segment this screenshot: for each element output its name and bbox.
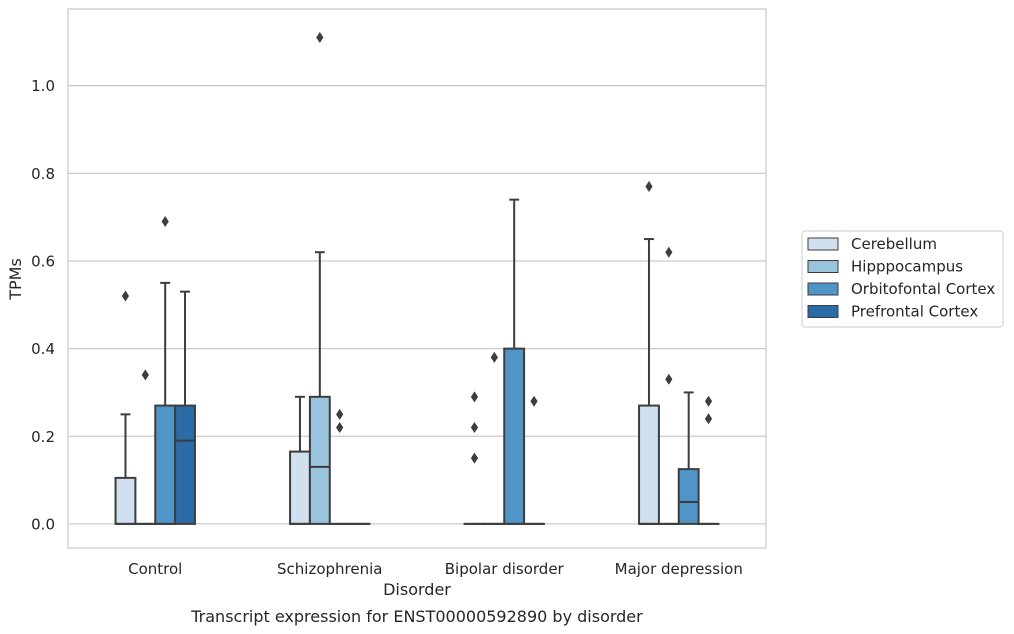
legend-label: Prefrontal Cortex xyxy=(851,303,978,321)
box-body xyxy=(154,404,177,525)
outlier-point xyxy=(316,31,324,43)
box-orbitofontal-cortex xyxy=(328,408,351,525)
outlier-point xyxy=(665,373,673,385)
x-tick-label: Major depression xyxy=(615,560,743,578)
box-body xyxy=(114,476,137,525)
legend: Cerebellum Hipppocampus Orbitofontal Corte… xyxy=(801,230,1004,328)
x-tick-labels: Control Schizophrenia Bipolar disorder Majo… xyxy=(128,560,743,578)
box-cerebellum xyxy=(289,395,311,525)
box-body xyxy=(503,347,526,525)
x-tick-label: Schizophrenia xyxy=(277,560,382,578)
box-series xyxy=(114,31,720,525)
chart-caption: Transcript expression for ENST0000059289… xyxy=(190,607,643,626)
y-tick-labels: 0.0 0.2 0.4 0.6 0.8 1.0 xyxy=(31,77,55,533)
box-cerebellum xyxy=(463,391,486,525)
outlier-point xyxy=(470,452,479,464)
box-body xyxy=(174,404,196,525)
x-tick-label: Bipolar disorder xyxy=(445,560,565,578)
y-tick-label: 0.4 xyxy=(31,340,55,358)
box-prefrontal-cortex xyxy=(174,290,196,525)
outlier-point xyxy=(141,369,149,381)
y-tick-label: 1.0 xyxy=(31,77,55,95)
box-cerebellum xyxy=(638,180,660,525)
y-axis-label: TPMs xyxy=(6,258,25,301)
box-hipppocampus xyxy=(308,31,331,525)
box-body xyxy=(638,404,660,525)
x-tick-label: Control xyxy=(128,560,182,578)
box-body xyxy=(677,468,700,525)
legend-label: Hipppocampus xyxy=(851,258,963,276)
box-prefrontal-cortex xyxy=(523,395,545,525)
y-tick-label: 0.2 xyxy=(31,428,55,446)
outlier-point xyxy=(470,421,479,433)
legend-swatch xyxy=(807,282,839,296)
outlier-point xyxy=(121,290,130,302)
box-orbitofontal-cortex xyxy=(154,216,177,525)
outlier-point xyxy=(336,421,344,433)
outlier-point xyxy=(645,180,653,192)
outlier-point xyxy=(704,395,713,407)
box-orbitofontal-cortex xyxy=(677,391,700,525)
legend-frame xyxy=(801,230,1004,328)
box-prefrontal-cortex xyxy=(697,395,720,525)
y-tick-label: 0.6 xyxy=(31,252,55,270)
plot-frame xyxy=(67,8,767,549)
outlier-point xyxy=(336,408,344,420)
outlier-point xyxy=(470,391,479,403)
box-hipppocampus xyxy=(134,369,157,525)
outlier-point xyxy=(704,413,713,425)
legend-swatch xyxy=(807,305,839,318)
y-tick-label: 0.0 xyxy=(31,515,55,533)
outlier-point xyxy=(161,216,169,228)
outlier-point xyxy=(665,246,673,258)
box-body xyxy=(308,395,331,525)
box-orbitofontal-cortex xyxy=(503,198,526,525)
x-axis-label: Disorder xyxy=(383,580,451,599)
legend-label: Orbitofontal Cortex xyxy=(851,280,995,298)
y-tick-label: 0.8 xyxy=(31,165,55,183)
legend-label: Cerebellum xyxy=(851,235,937,253)
outlier-point xyxy=(530,395,538,407)
legend-swatch xyxy=(807,260,839,273)
box-body xyxy=(289,450,311,525)
box-hipppocampus xyxy=(483,351,506,525)
box-cerebellum xyxy=(114,290,137,525)
legend-swatch xyxy=(807,237,839,251)
box-hipppocampus xyxy=(657,246,680,525)
outlier-point xyxy=(490,351,498,363)
